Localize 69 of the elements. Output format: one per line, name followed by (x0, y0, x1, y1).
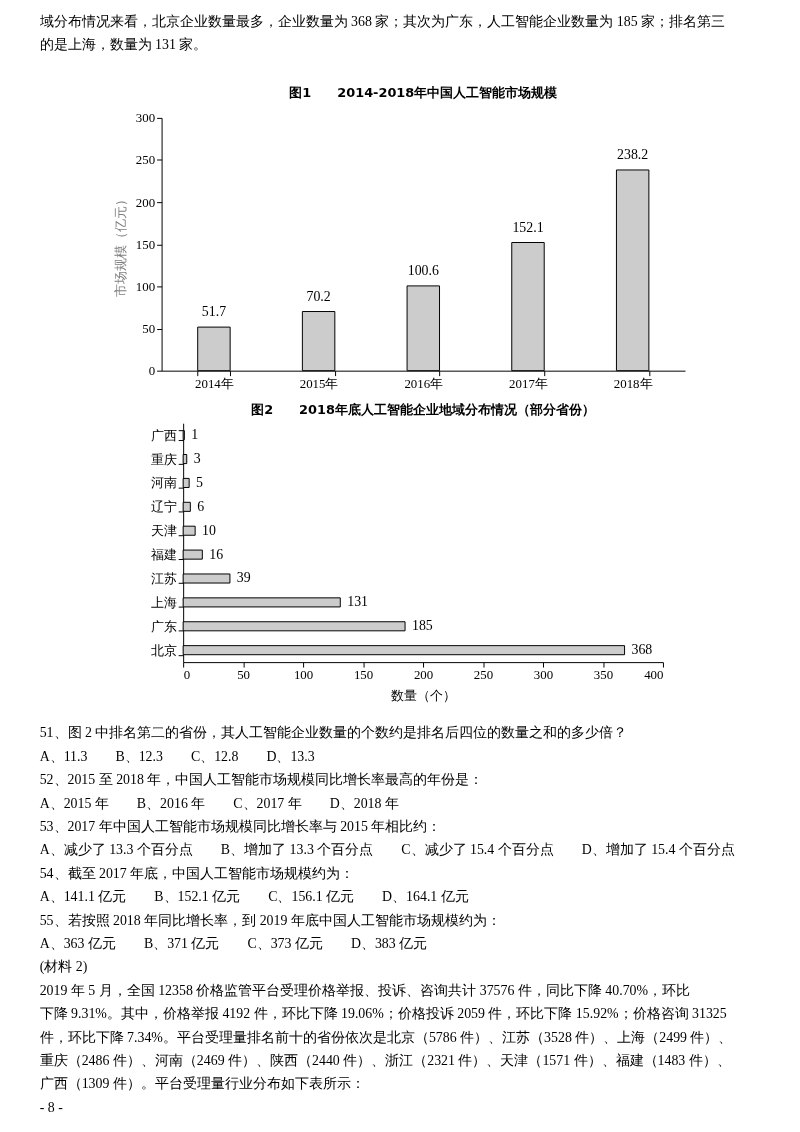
text: 重庆（2486 件）、河南（2469 件）、陕西（2440 件）、浙江（2321 件）、天津（1571 件）、福建（1483 件）、 (39, 1052, 731, 1068)
x-tick-label: 400 (644, 668, 664, 683)
y-tick-label: 300 (135, 111, 156, 126)
text: 52、2015 至 2018 年，中国人工智能市场规模同比增长率最高的年份是： (39, 772, 484, 788)
chart-title: 图1 2014-2018年中国人工智能市场规模 (289, 85, 558, 101)
y-tick-label: 北京 (150, 643, 177, 658)
y-tick-label: 200 (135, 195, 156, 210)
y-tick-label: 0 (148, 364, 156, 379)
text: A、11.3 B、12.3 C、12.8 D、13.3 (39, 748, 315, 764)
y-tick-label: 河南 (150, 476, 177, 491)
text: 件，环比下降 7.34%。平台受理量排名前十的省份依次是北京（5786 件）、江苏（3528 件）、上海（2499 件）、 (39, 1029, 733, 1045)
data-label: 368 (631, 642, 653, 658)
data-label: 10 (202, 522, 217, 538)
x-tick-label: 150 (353, 668, 374, 683)
x-tick-label: 2016年 (404, 377, 444, 392)
text: 广西（1309 件）。平台受理量行业分布如下表所示： (39, 1076, 365, 1092)
chart-title: 图2 2018年底人工智能企业地域分布情况（部分省份） (251, 402, 595, 418)
data-label: 185 (412, 618, 433, 634)
text: 下降 9.31%。其中，价格举报 4192 件，环比下降 19.06%；价格投诉 2059 件，环比下降 15.92%；价格咨询 31325 (39, 1006, 727, 1022)
y-tick-label: 天津 (150, 524, 177, 539)
text: 55、若按照 2018 年同比增长率，到 2019 年底中国人工智能市场规模约为： (39, 912, 501, 928)
data-label: 238.2 (617, 147, 649, 163)
x-tick-label: 200 (413, 668, 434, 683)
data-label: 70.2 (306, 288, 331, 304)
text: A、减少了 13.3 个百分点 B、增加了 13.3 个百分点 C、减少了 15.4 个百分点 D、增加了 15.4 个百分点 (39, 842, 735, 858)
y-tick-label: 100 (135, 279, 156, 294)
text: 51、图 2 中排名第二的省份，其人工智能企业数量的个数约是排名后四位的数量之和的多少倍？ (39, 725, 628, 741)
x-tick-label: 350 (593, 668, 614, 683)
data-label: 100.6 (407, 263, 439, 278)
x-tick-label: 2017年 (509, 377, 548, 392)
text: 2019 年 5 月，全国 12358 价格监管平台受理价格举报、投诉、咨询共计 37576 件，同比下降 40.70%，环比 (39, 982, 691, 998)
y-tick-label: 福建 (150, 548, 177, 563)
text: A、141.1 亿元 B、152.1 亿元 C、156.1 亿元 D、164.1 亿元 (39, 889, 469, 905)
y-tick-label: 150 (135, 237, 156, 252)
data-label: 131 (347, 594, 369, 610)
y-axis-title: 市场规模（亿元） (113, 192, 128, 297)
x-tick-label: 0 (183, 668, 191, 683)
text: 54、截至 2017 年底，中国人工智能市场规模约为： (39, 865, 355, 881)
y-tick-label: 50 (142, 322, 156, 336)
text: 的是上海，数量为 131 家。 (39, 37, 208, 53)
data-label: 1 (191, 427, 199, 443)
x-tick-label: 50 (237, 668, 251, 683)
data-label: 152.1 (512, 219, 544, 235)
x-tick-label: 2018年 (613, 377, 653, 392)
x-tick-label: 250 (473, 668, 494, 683)
x-tick-label: 2015年 (299, 377, 339, 392)
text: A、2015 年 B、2016 年 C、2017 年 D、2018 年 (39, 795, 399, 811)
data-label: 51.7 (201, 304, 227, 320)
text: 域分布情况来看，北京企业数量最多，企业数量为 368 家；其次为广东，人工智能企业数量为 185 家；排名第三 (38, 13, 726, 29)
text: (材料 2) (39, 959, 88, 976)
x-axis-title: 数量（个） (391, 689, 457, 704)
data-label: 6 (197, 498, 205, 514)
y-tick-label: 重庆 (150, 452, 177, 467)
y-tick-label: 250 (135, 153, 156, 168)
text: - 8 - (39, 1099, 64, 1115)
y-tick-label: 上海 (150, 595, 177, 610)
x-tick-label: 100 (293, 668, 314, 683)
text: 53、2017 年中国人工智能市场规模同比增长率与 2015 年相比约： (39, 819, 442, 835)
data-label: 16 (209, 546, 224, 562)
data-label: 5 (196, 474, 204, 490)
x-tick-label: 2014年 (195, 377, 234, 392)
x-tick-label: 300 (533, 668, 554, 683)
data-label: 39 (236, 570, 251, 586)
y-tick-label: 广东 (150, 619, 177, 634)
y-tick-label: 广西 (150, 428, 177, 443)
text: A、363 亿元 B、371 亿元 C、373 亿元 D、383 亿元 (39, 936, 428, 952)
data-label: 3 (193, 451, 201, 467)
y-tick-label: 辽宁 (150, 499, 177, 515)
y-tick-label: 江苏 (150, 571, 177, 586)
